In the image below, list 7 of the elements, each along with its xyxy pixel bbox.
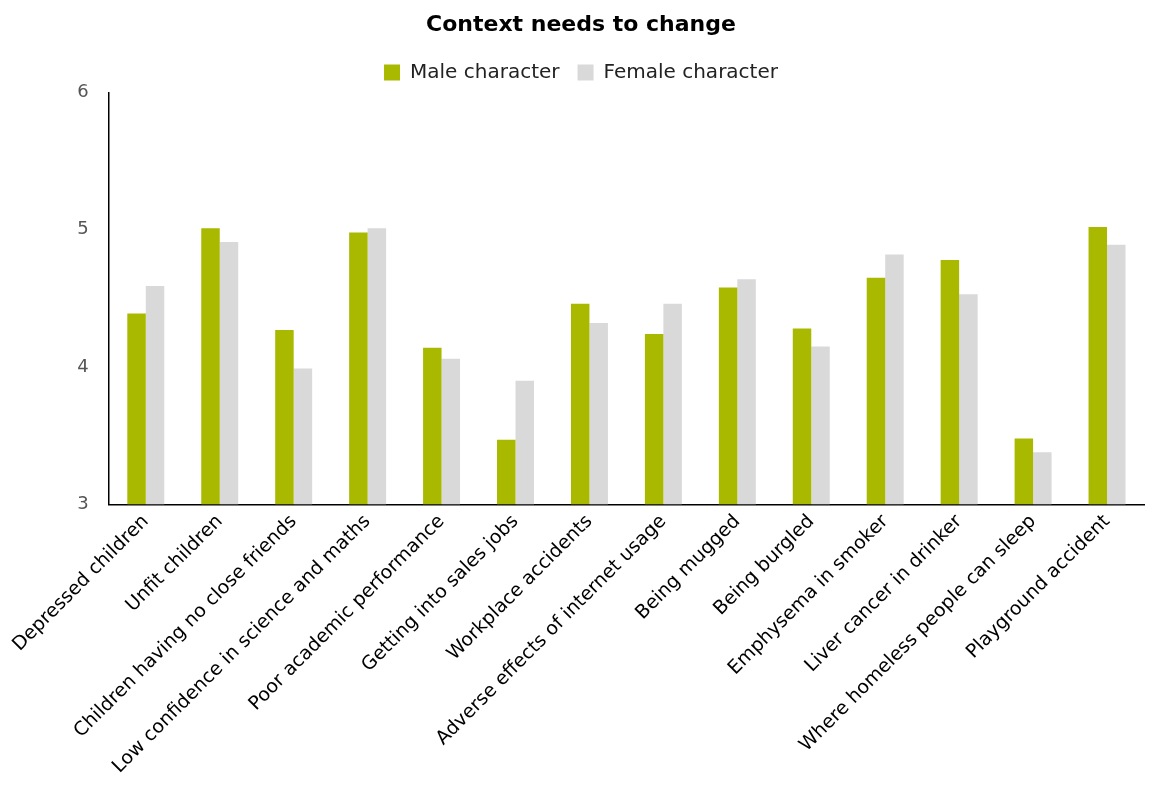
- y-tick-label: 4: [77, 354, 89, 376]
- legend-label: Male character: [410, 58, 561, 83]
- legend-label: Female character: [603, 58, 779, 83]
- y-tick-label: 3: [77, 492, 89, 514]
- y-tick-label: 6: [77, 80, 89, 102]
- chart-title: Context needs to change: [426, 10, 736, 36]
- y-tick-label: 5: [77, 217, 89, 239]
